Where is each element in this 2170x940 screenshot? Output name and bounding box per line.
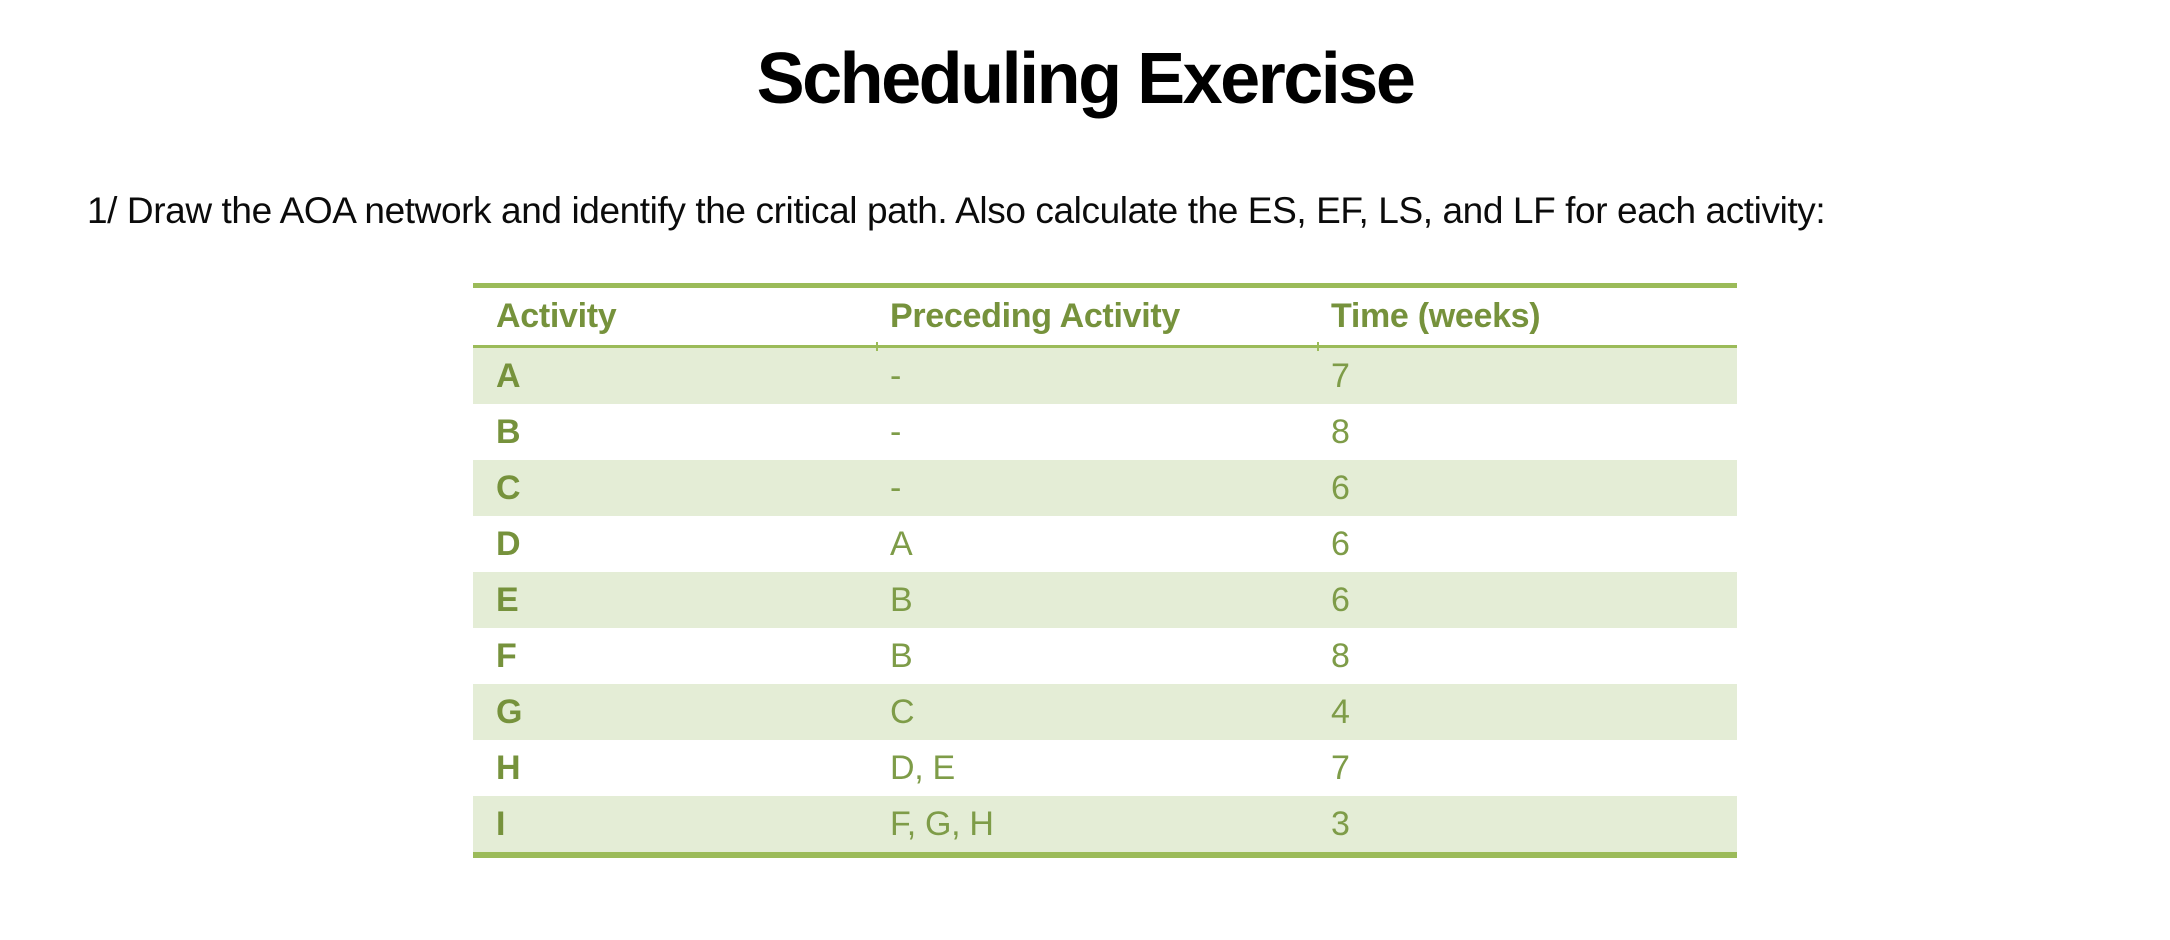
column-header-activity: Activity [496,297,617,335]
cell-time-weeks: 6 [1331,524,1350,563]
cell-preceding-activity: - [890,412,902,451]
table-header-underline [473,342,1737,351]
column-header-preceding-activity: Preceding Activity [890,297,1180,335]
cell-time-weeks: 6 [1331,580,1350,619]
cell-activity: A [496,356,521,395]
exercise-instruction: 1/ Draw the AOA network and identify the… [87,190,1826,231]
cell-preceding-activity: B [890,636,913,675]
table-row: D A 6 [473,516,1737,572]
cell-time-weeks: 3 [1331,804,1350,843]
table-row: I F, G, H 3 [473,796,1737,852]
cell-activity: F [496,636,517,675]
table-row: C - 6 [473,460,1737,516]
column-header-time-weeks: Time (weeks) [1331,297,1541,335]
cell-activity: D [496,524,521,563]
cell-activity: H [496,748,521,787]
cell-time-weeks: 6 [1331,468,1350,507]
cell-boundary-tick [1317,342,1319,351]
cell-boundary-tick [876,342,878,351]
cell-preceding-activity: - [890,468,902,507]
table-row: B - 8 [473,404,1737,460]
table-header-row: Activity Preceding Activity Time (weeks) [473,288,1737,345]
cell-preceding-activity: F, G, H [890,804,994,843]
table-row: E B 6 [473,572,1737,628]
cell-time-weeks: 4 [1331,692,1350,731]
activity-table: Activity Preceding Activity Time (weeks)… [473,283,1737,858]
table-row: G C 4 [473,684,1737,740]
cell-preceding-activity: C [890,692,915,731]
cell-time-weeks: 8 [1331,412,1350,451]
cell-activity: E [496,580,519,619]
cell-preceding-activity: B [890,580,913,619]
cell-activity: C [496,468,521,507]
page-title: Scheduling Exercise [756,39,1416,119]
cell-activity: G [496,692,523,731]
table-row: H D, E 7 [473,740,1737,796]
cell-activity: I [496,804,506,843]
table-row: F B 8 [473,628,1737,684]
table-row: A - 7 [473,348,1737,404]
cell-time-weeks: 8 [1331,636,1350,675]
table-body: A - 7 B - 8 C - 6 D A 6 E B 6 F B 8 G C … [473,348,1737,852]
cell-preceding-activity: A [890,524,913,563]
cell-time-weeks: 7 [1331,356,1350,395]
cell-preceding-activity: - [890,356,902,395]
cell-activity: B [496,412,521,451]
cell-preceding-activity: D, E [890,748,955,787]
cell-time-weeks: 7 [1331,748,1350,787]
table-bottom-border [473,852,1737,858]
table-top-border [473,283,1737,288]
